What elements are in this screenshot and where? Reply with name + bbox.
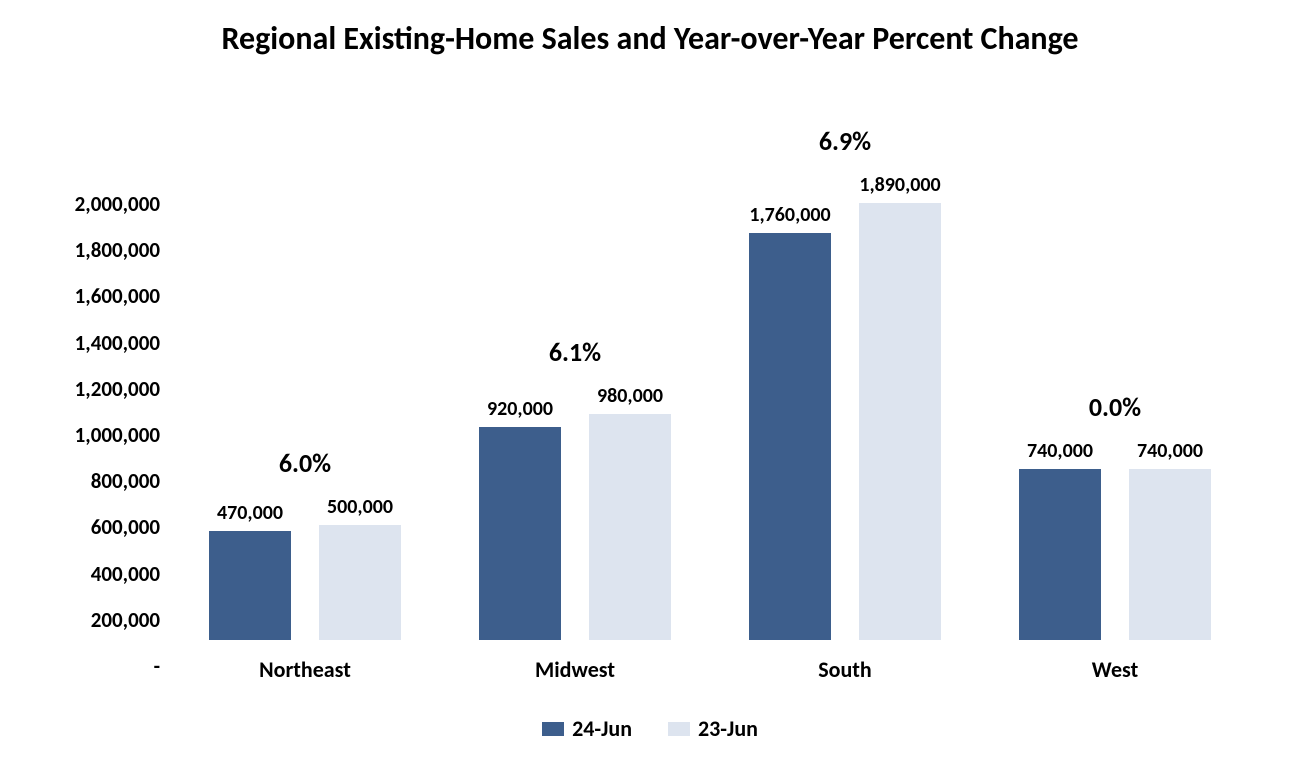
- chart-title: Regional Existing-Home Sales and Year-ov…: [0, 20, 1300, 58]
- category-label: South: [818, 656, 871, 683]
- ytick-label: 1,000,000: [75, 422, 160, 448]
- bar-value-label: 980,000: [597, 384, 663, 408]
- legend-item: 23-Jun: [668, 715, 758, 742]
- bar-s1: [209, 531, 291, 640]
- legend-swatch: [542, 722, 564, 736]
- ytick-label: 1,600,000: [75, 283, 160, 309]
- bar-s2: [589, 414, 671, 640]
- legend-item: 24-Jun: [542, 715, 632, 742]
- bar-s2: [319, 525, 401, 641]
- ytick-label: 2,000,000: [75, 191, 160, 217]
- bar-value-label: 1,890,000: [859, 173, 940, 197]
- bar-value-label: 740,000: [1137, 439, 1203, 463]
- ytick-label: 800,000: [91, 468, 160, 494]
- bar-value-label: 500,000: [327, 495, 393, 519]
- category-label: Northeast: [259, 656, 351, 683]
- chart-container: Regional Existing-Home Sales and Year-ov…: [0, 0, 1300, 763]
- legend-label: 23-Jun: [698, 715, 758, 742]
- pct-change-label: 0.0%: [1089, 391, 1141, 423]
- legend-label: 24-Jun: [572, 715, 632, 742]
- ytick-label: 1,200,000: [75, 376, 160, 402]
- bar-value-label: 740,000: [1027, 439, 1093, 463]
- ytick-label: 1,800,000: [75, 237, 160, 263]
- category-label: Midwest: [535, 656, 615, 683]
- bar-s1: [479, 427, 561, 640]
- bar-s1: [749, 233, 831, 640]
- ytick-label: 200,000: [91, 607, 160, 633]
- bar-value-label: 1,760,000: [749, 203, 830, 227]
- legend: 24-Jun 23-Jun: [0, 715, 1300, 742]
- plot-area: 470,000 500,000 6.0% 920,000 980,000 6.1% 1,76…: [170, 178, 1250, 640]
- ytick-label: 400,000: [91, 561, 160, 587]
- pct-change-label: 6.0%: [279, 447, 331, 479]
- pct-change-label: 6.9%: [819, 125, 871, 157]
- bar-s2: [859, 203, 941, 640]
- ytick-label: -: [154, 653, 160, 679]
- bar-value-label: 920,000: [487, 397, 553, 421]
- pct-change-label: 6.1%: [549, 336, 601, 368]
- category-label: West: [1092, 656, 1138, 683]
- bar-s1: [1019, 469, 1101, 640]
- legend-swatch: [668, 722, 690, 736]
- ytick-label: 1,400,000: [75, 330, 160, 356]
- bar-value-label: 470,000: [217, 501, 283, 525]
- ytick-label: 600,000: [91, 514, 160, 540]
- bar-s2: [1129, 469, 1211, 640]
